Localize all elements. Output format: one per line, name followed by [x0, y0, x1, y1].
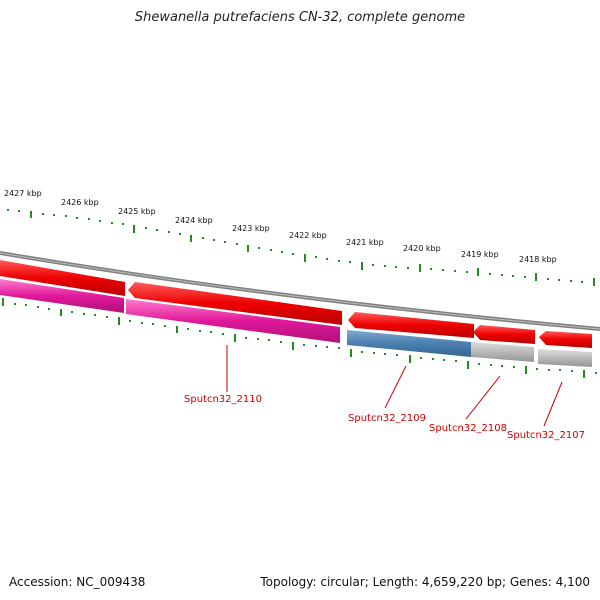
gene-callouts	[226, 345, 563, 427]
kbp-label-2424: 2424 kbp	[175, 216, 213, 225]
kbp-label-2425: 2425 kbp	[118, 207, 156, 216]
gene-arrow	[348, 312, 474, 338]
kbp-label-2421: 2421 kbp	[346, 238, 384, 247]
inner-scale-ticks	[2, 298, 597, 378]
cds-segment	[538, 349, 592, 367]
gene-arrow	[128, 282, 342, 325]
kbp-label-2420: 2420 kbp	[403, 244, 441, 253]
outer-scale-ticks	[7, 209, 595, 286]
kbp-label-2418: 2418 kbp	[519, 255, 557, 264]
gene-arrow	[0, 260, 125, 296]
gene-label-sputcn32-2108: Sputcn32_2108	[429, 423, 507, 434]
gene-label-sputcn32-2109: Sputcn32_2109	[348, 413, 426, 424]
gene-features	[0, 260, 592, 348]
kbp-label-2419: 2419 kbp	[461, 250, 499, 259]
kbp-label-2422: 2422 kbp	[289, 231, 327, 240]
gene-arrow	[473, 325, 535, 344]
gene-arrow	[539, 331, 592, 348]
cds-segment	[471, 342, 534, 362]
accession-text: Accession: NC_009438	[9, 575, 146, 589]
genome-summary-text: Topology: circular; Length: 4,659,220 bp…	[260, 575, 590, 589]
kbp-label-2426: 2426 kbp	[61, 198, 99, 207]
cds-segment	[347, 330, 471, 357]
scale-labels: 2427 kbp 2426 kbp 2425 kbp 2424 kbp 2423…	[4, 189, 557, 264]
kbp-label-2427: 2427 kbp	[4, 189, 42, 198]
cds-segment	[126, 299, 340, 343]
cds-features	[0, 279, 592, 367]
genome-title: Shewanella putrefaciens CN-32, complete …	[134, 10, 466, 25]
gene-label-sputcn32-2110: Sputcn32_2110	[184, 394, 262, 405]
gene-label-sputcn32-2107: Sputcn32_2107	[507, 430, 585, 441]
cds-segment	[0, 279, 124, 313]
kbp-label-2423: 2423 kbp	[232, 224, 270, 233]
